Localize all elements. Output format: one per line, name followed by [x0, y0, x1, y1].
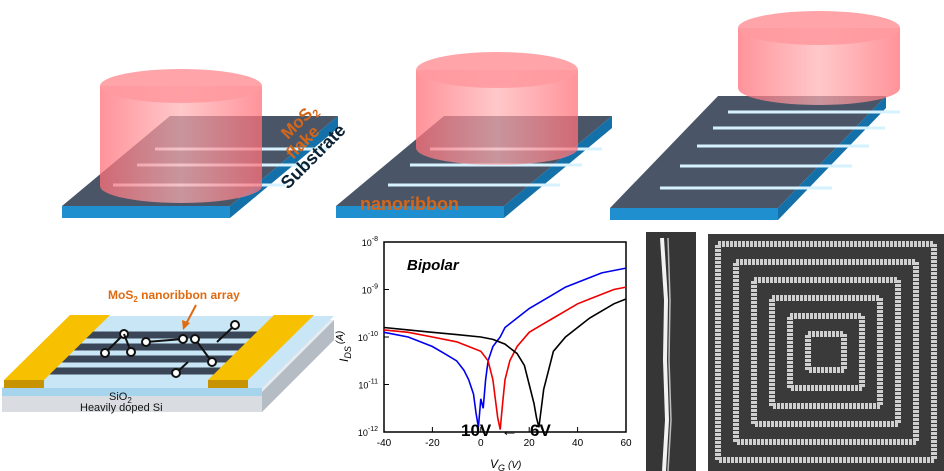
- x-tick-label: 0: [478, 438, 484, 449]
- probe-molecules: [100, 320, 240, 378]
- substrate-edge-1: [62, 206, 230, 218]
- oxide-layer-front: [2, 388, 262, 396]
- plot-area: [383, 241, 627, 433]
- substrate-edge-2: [336, 206, 504, 218]
- spiral-ring: [751, 277, 901, 427]
- si-substrate-front: [2, 392, 262, 412]
- y-axis-label: IDS(A): [335, 331, 353, 362]
- substrate-slab-3: [610, 96, 886, 208]
- y-tick-label: 10-10: [358, 331, 378, 343]
- spiral-ring: [787, 313, 865, 391]
- chart-title: Bipolar: [407, 257, 460, 274]
- top-panel-3: [610, 11, 900, 220]
- annotation-arrow: ←: [501, 421, 518, 440]
- device-schematic: MoS2 nanoribbon array SiO2 Heavily doped…: [2, 288, 334, 414]
- top-panel-2: nanoribbon: [336, 52, 612, 218]
- series-layer: [383, 267, 627, 430]
- substrate-side-2: [504, 116, 612, 218]
- array-pointer-arrow: [185, 304, 197, 325]
- annotation-6v: 6V: [530, 421, 551, 440]
- x-tick-label: 20: [524, 438, 536, 449]
- x-axis-label: VG (V): [490, 457, 521, 471]
- substrate-edge-3: [610, 208, 778, 220]
- nanoribbon-array-label: MoS2 nanoribbon array: [108, 288, 240, 304]
- x-tick-label: 60: [620, 438, 632, 449]
- si-substrate-label: Heavily doped Si: [80, 402, 163, 414]
- series-line-3: [383, 298, 627, 428]
- x-tick-label: 40: [572, 438, 584, 449]
- photoresist-cylinder-1: [100, 69, 262, 203]
- y-tick-label: 10-8: [362, 236, 378, 248]
- series-line-2: [383, 286, 627, 430]
- electrode-left: [4, 315, 110, 388]
- top-panel-1: MoS2 flake Substrate: [62, 69, 350, 218]
- x-tick-label: -20: [425, 438, 440, 449]
- sem-image-spiral: [708, 234, 944, 471]
- oxide-label: SiO2: [109, 391, 132, 405]
- y-tick-label: 10-12: [358, 426, 378, 438]
- sem-image-narrow: [646, 232, 696, 471]
- spiral-ring: [733, 259, 919, 445]
- annotation-10v: 10V: [461, 421, 492, 440]
- spiral-ring: [769, 295, 883, 409]
- y-tick-label: 10-9: [362, 284, 378, 296]
- x-tick-label: -40: [377, 438, 392, 449]
- photoresist-cylinder-3: [738, 11, 900, 105]
- si-substrate-side: [262, 320, 334, 412]
- y-tick-label: 10-11: [358, 379, 378, 391]
- nanoribbon-stripes-3: [660, 110, 900, 190]
- electrode-right: [208, 315, 314, 388]
- spiral-ring: [715, 241, 937, 463]
- nanoribbon-label: nanoribbon: [360, 194, 459, 214]
- substrate-side-1: [230, 116, 338, 218]
- transfer-curve-chart: -40 -20 0 20 40 60 10-12 10-11 10-10 10-9 10-8 Bi…: [335, 236, 632, 471]
- y-tick-layer: 10-12 10-11 10-10 10-9 10-8: [358, 236, 389, 438]
- spiral-ring: [805, 331, 847, 373]
- array-pointer-head: [182, 320, 190, 330]
- photoresist-cylinder-2: [416, 52, 578, 165]
- x-tick-layer: -40 -20 0 20 40 60: [377, 427, 632, 449]
